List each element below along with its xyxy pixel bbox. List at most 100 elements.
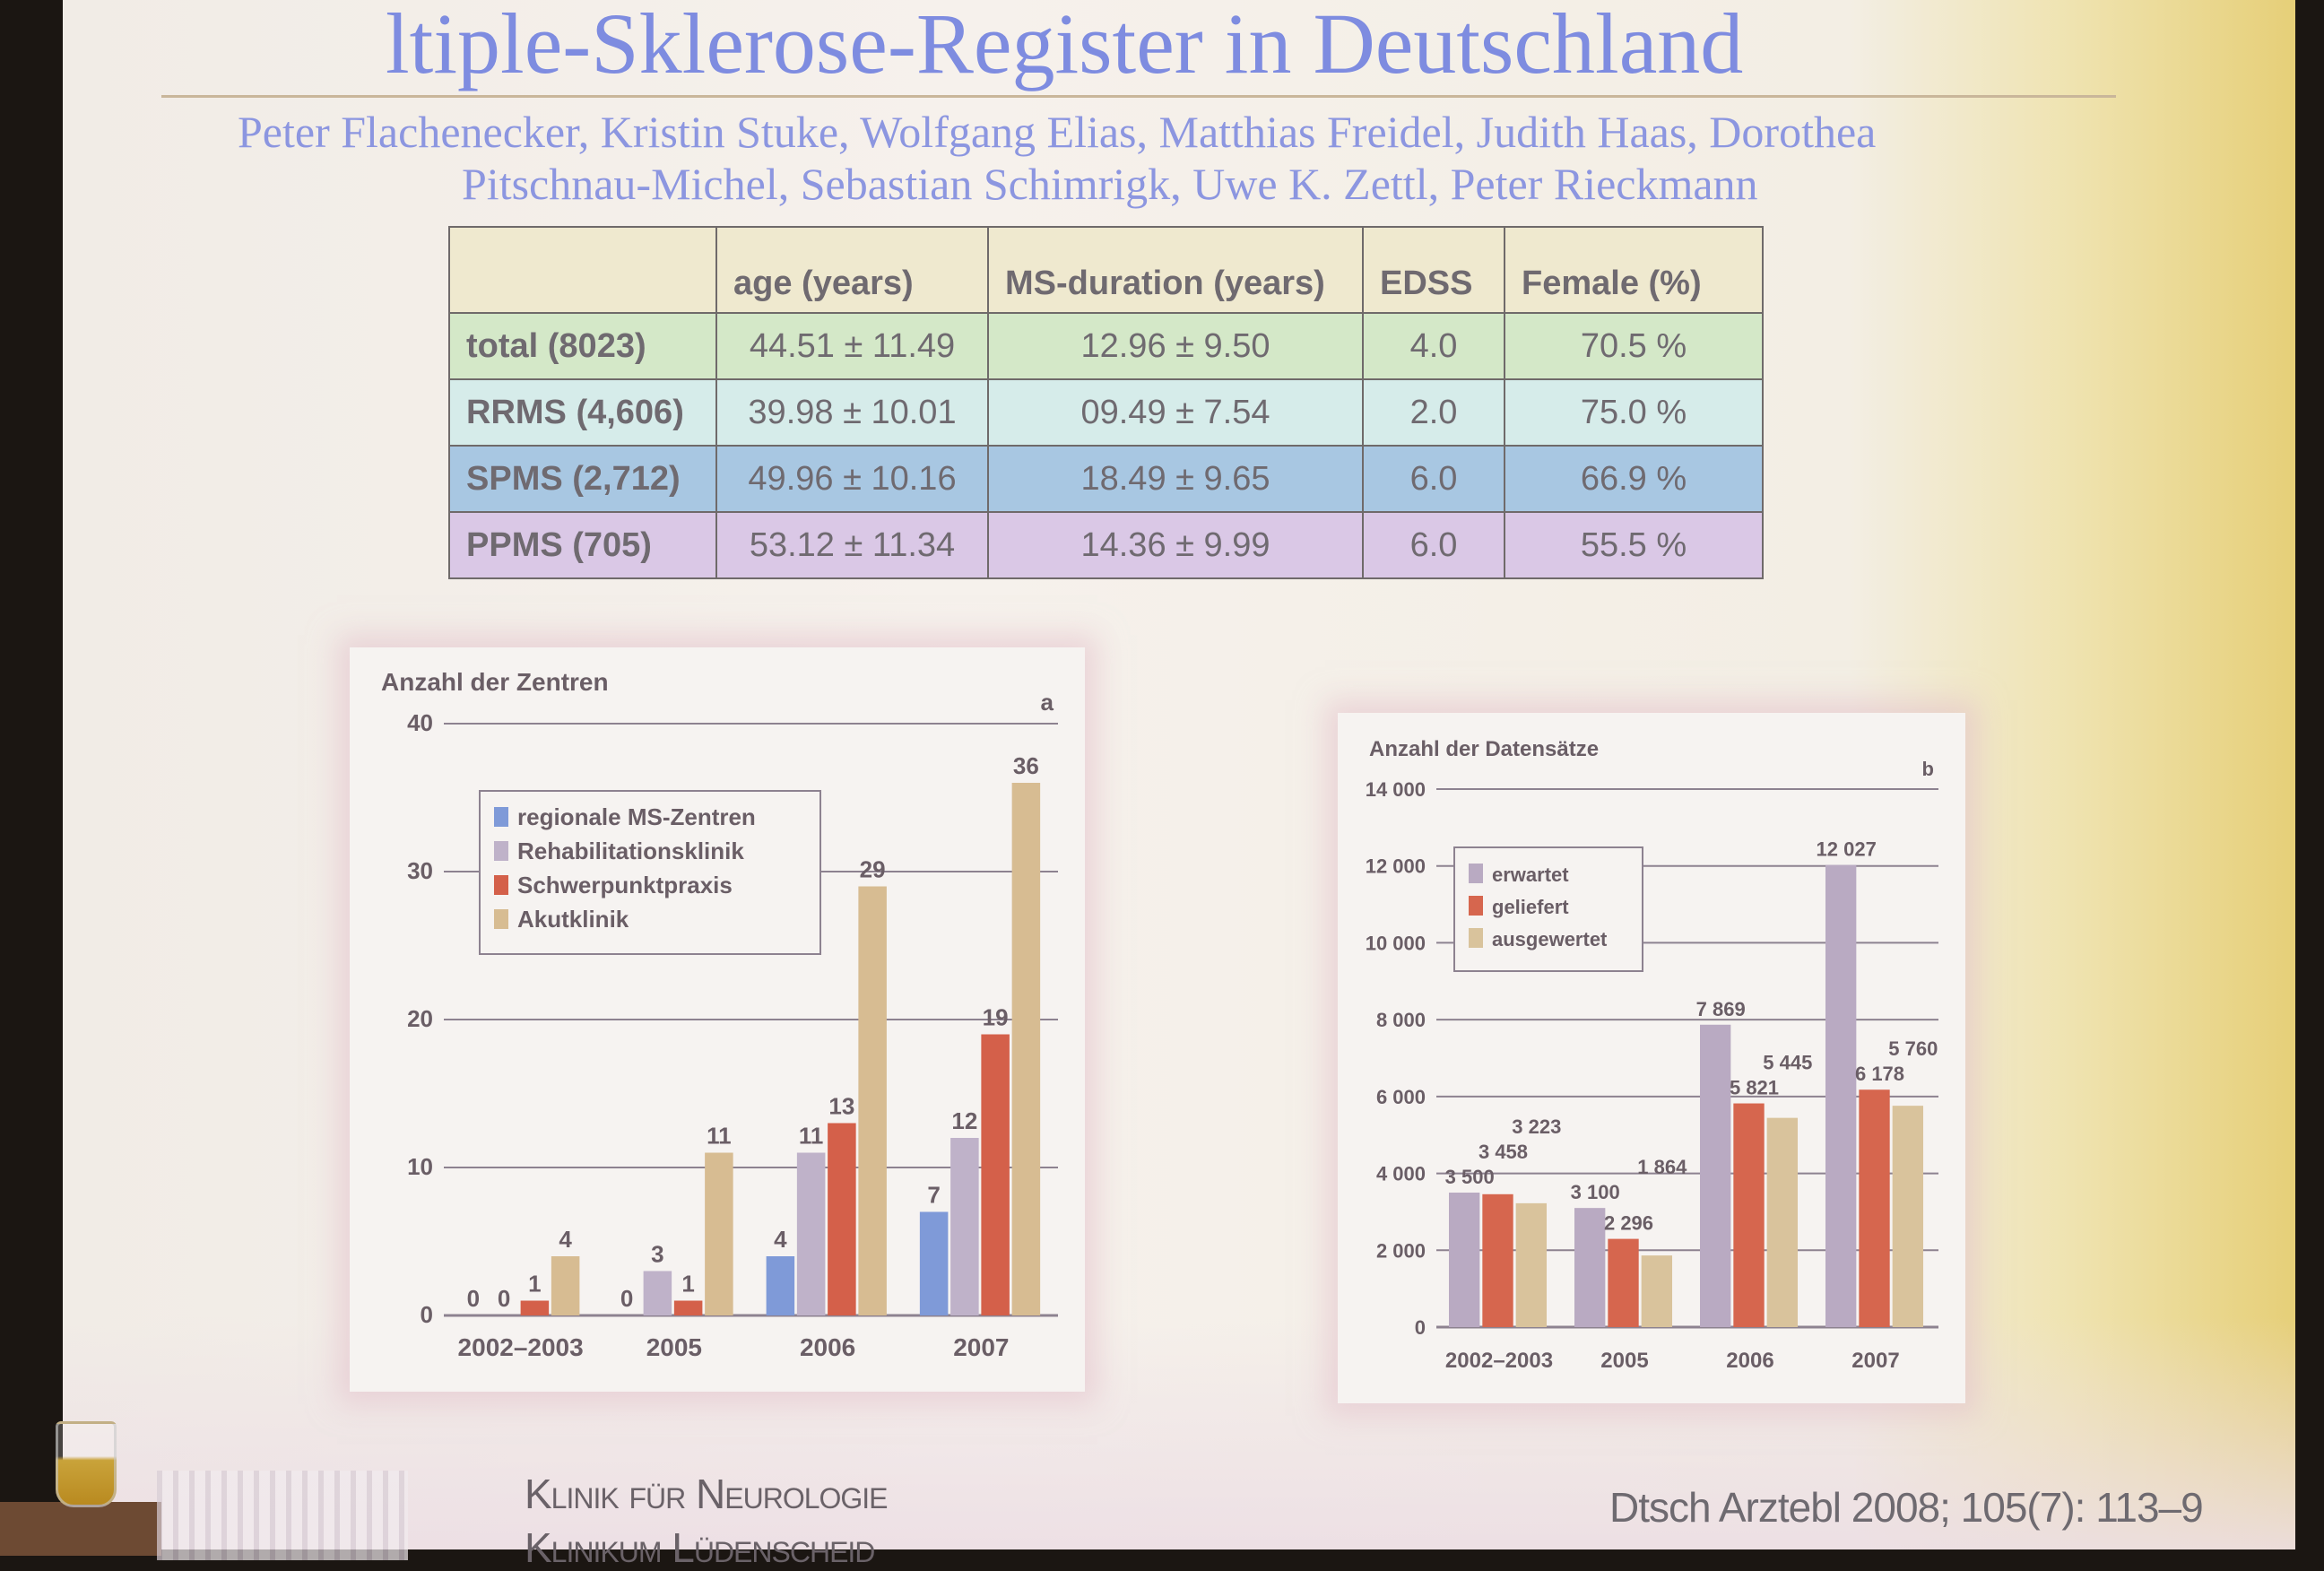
- bar: [796, 1152, 826, 1315]
- legend-label: ausgewertet: [1492, 928, 1608, 950]
- panel-label: b: [1922, 758, 1934, 780]
- data-label: 12: [951, 1107, 977, 1134]
- bar: [828, 1123, 856, 1315]
- bar: [1515, 1202, 1548, 1327]
- data-label: 3: [651, 1241, 663, 1268]
- data-label: 12 027: [1817, 838, 1877, 861]
- data-label: 7: [927, 1182, 940, 1209]
- chart-panel-centers: Anzahl der Zentren a 0 10 20 30 40 2002–2003 0 0 1…: [350, 647, 1085, 1392]
- y-axis-title: Anzahl der Datensätze: [1369, 737, 1599, 761]
- bar: [1449, 1193, 1480, 1327]
- legend-box: [1453, 846, 1643, 972]
- x-tick-label: 2006: [800, 1333, 855, 1361]
- table-cell: 12.96 ± 9.50: [987, 312, 1364, 380]
- row-label: SPMS (2,712): [448, 445, 717, 513]
- y-axis-title: Anzahl der Zentren: [381, 668, 609, 696]
- data-label: 3 223: [1512, 1115, 1561, 1138]
- y-tick-label: 8 000: [1376, 1009, 1426, 1031]
- title-rule: [161, 95, 2116, 98]
- row-label: PPMS (705): [448, 511, 717, 579]
- table-cell: 18.49 ± 9.65: [987, 445, 1364, 513]
- data-label: 3 100: [1571, 1181, 1620, 1203]
- x-tick-label: 2002–2003: [1445, 1349, 1553, 1373]
- chart-panel-records: Anzahl der Datensätze b 0 2 000 4 000 6 000 8 …: [1338, 713, 1965, 1403]
- table-row: SPMS (2,712) 49.96 ± 10.16 18.49 ± 9.65 6.0…: [448, 445, 1764, 513]
- bar: [1574, 1208, 1606, 1327]
- table-cell: 4.0: [1362, 312, 1505, 380]
- data-label: 11: [799, 1123, 824, 1150]
- data-label: 13: [828, 1093, 854, 1120]
- x-tick-label: 2006: [1726, 1349, 1773, 1373]
- y-tick-label: 2 000: [1376, 1239, 1426, 1262]
- panel-label: a: [1041, 689, 1054, 716]
- y-tick-label: 30: [407, 857, 433, 884]
- table-header-row: age (years) MS-duration (years) EDSS Fem…: [448, 226, 1764, 314]
- bar: [1482, 1193, 1513, 1327]
- legend-swatch: [1469, 864, 1483, 883]
- table-cell: 2.0: [1362, 378, 1505, 447]
- table-cell: 6.0: [1362, 445, 1505, 513]
- data-label: 4: [559, 1226, 572, 1253]
- bar: [643, 1271, 672, 1315]
- data-label: 0: [498, 1285, 510, 1312]
- data-label: 29: [860, 856, 886, 883]
- x-tick-label: 2005: [1600, 1349, 1648, 1373]
- legend-label: Schwerpunktpraxis: [517, 872, 733, 898]
- data-label: 3 500: [1445, 1166, 1495, 1188]
- data-label: 0: [467, 1285, 480, 1312]
- bar: [1641, 1255, 1673, 1327]
- y-tick-label: 0: [1415, 1316, 1426, 1339]
- table-header: EDSS: [1362, 226, 1505, 314]
- y-tick-label: 12 000: [1366, 855, 1426, 878]
- bar: [551, 1256, 580, 1315]
- legend-box: [479, 790, 821, 955]
- table-cell: 39.98 ± 10.01: [715, 378, 989, 447]
- bar: [520, 1300, 550, 1315]
- table-header: MS-duration (years): [987, 226, 1364, 314]
- bar: [1700, 1024, 1731, 1327]
- table-cell: 70.5 %: [1504, 312, 1764, 380]
- footer-institution: Klinik für Neurologie: [525, 1471, 889, 1517]
- table-row: RRMS (4,606) 39.98 ± 10.01 09.49 ± 7.54 2.0…: [448, 378, 1764, 447]
- bar: [1608, 1238, 1639, 1327]
- y-tick-label: 10 000: [1366, 932, 1426, 954]
- data-label: 5 445: [1763, 1052, 1812, 1074]
- author-line: Peter Flachenecker, Kristin Stuke, Wolfg…: [238, 107, 1877, 157]
- table-header: [448, 226, 717, 314]
- data-label: 6 178: [1855, 1063, 1904, 1085]
- bar: [673, 1300, 703, 1315]
- y-tick-label: 4 000: [1376, 1163, 1426, 1185]
- cohort-table: age (years) MS-duration (years) EDSS Fem…: [448, 226, 1764, 579]
- y-tick-label: 6 000: [1376, 1086, 1426, 1108]
- row-label: total (8023): [448, 312, 717, 380]
- legend-label: erwartet: [1492, 864, 1569, 886]
- legend-label: geliefert: [1492, 896, 1569, 918]
- bar: [919, 1211, 949, 1315]
- glass-icon: [56, 1421, 117, 1507]
- data-label: 1 864: [1637, 1156, 1687, 1178]
- lectern: [0, 1502, 161, 1556]
- bar: [1011, 783, 1041, 1315]
- bar: [1825, 864, 1857, 1327]
- x-tick-label: 2005: [646, 1333, 702, 1361]
- table-cell: 09.49 ± 7.54: [987, 378, 1364, 447]
- bar: [1892, 1106, 1924, 1327]
- legend-swatch: [1469, 896, 1483, 916]
- legend-label: Akutklinik: [517, 906, 629, 933]
- x-tick-label: 2002–2003: [458, 1333, 584, 1361]
- data-label: 7 869: [1696, 998, 1746, 1020]
- table-cell: 44.51 ± 11.49: [715, 312, 989, 380]
- bar: [705, 1152, 733, 1315]
- data-label: 1: [681, 1271, 694, 1298]
- table-cell: 55.5 %: [1504, 511, 1764, 579]
- data-label: 5 821: [1730, 1077, 1779, 1099]
- data-label: 19: [983, 1004, 1009, 1031]
- citation: Dtsch Arztebl 2008; 105(7): 113–9: [1609, 1484, 2204, 1531]
- legend-swatch: [494, 807, 508, 827]
- legend-swatch: [494, 841, 508, 861]
- data-label: 5 760: [1888, 1037, 1938, 1060]
- bar: [1733, 1103, 1765, 1327]
- y-tick-label: 10: [407, 1153, 433, 1180]
- bar: [981, 1034, 1010, 1315]
- x-tick-label: 2007: [1851, 1349, 1899, 1373]
